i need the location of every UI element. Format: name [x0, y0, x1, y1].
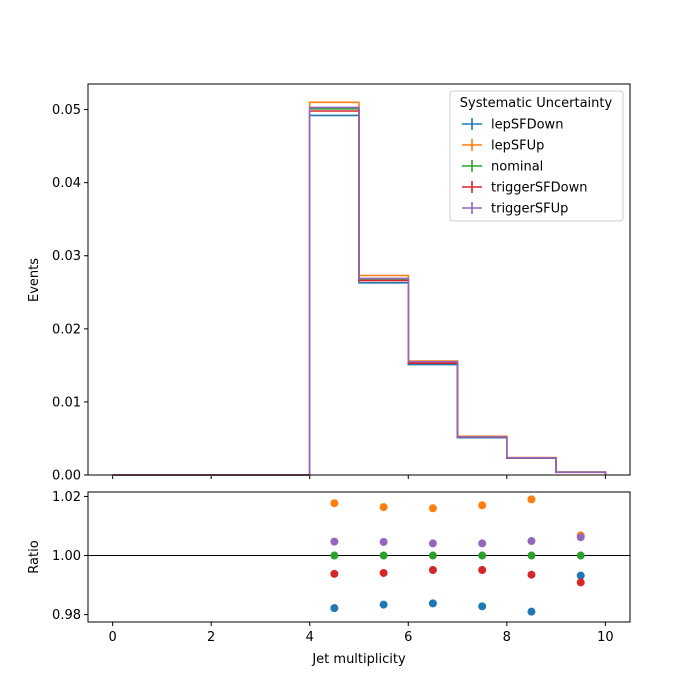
bottom-y-tick-label: 1.00 — [52, 549, 81, 564]
x-axis-label: Jet multiplicity — [311, 652, 406, 667]
ratio-point-lepSFDown — [330, 604, 339, 613]
ratio-point-nominal — [576, 551, 585, 560]
ratio-points — [330, 495, 585, 616]
ratio-point-triggerSFUp — [379, 537, 388, 546]
top-y-tick-label: 0.01 — [52, 395, 81, 410]
ratio-point-nominal — [428, 551, 437, 560]
bottom-x-tick-label: 8 — [503, 630, 511, 645]
ratio-point-triggerSFUp — [527, 537, 536, 546]
legend-title: Systematic Uncertainty — [460, 96, 613, 111]
top-y-tick-label: 0.02 — [52, 322, 81, 337]
legend-label-lepSFUp: lepSFUp — [491, 139, 544, 154]
top-y-tick-label: 0.05 — [52, 103, 81, 118]
ratio-point-lepSFDown — [428, 599, 437, 608]
legend-entries: lepSFDown lepSFUp nominal triggerSFDown trig… — [462, 118, 587, 217]
top-y-tick-label: 0.00 — [52, 469, 81, 484]
bottom-x-tick-label: 2 — [207, 630, 215, 645]
bottom-y-tick-label: 0.98 — [52, 608, 81, 623]
top-ticks: 0.00 0.01 0.02 0.03 0.04 0.05 — [52, 103, 606, 484]
ratio-point-lepSFUp — [527, 495, 536, 504]
top-panel: 0.00 0.01 0.02 0.03 0.04 0.05 Events Systemat… — [27, 83, 631, 484]
top-y-tick-label: 0.03 — [52, 249, 81, 264]
ratio-point-lepSFDown — [576, 571, 585, 580]
legend: Systematic Uncertainty lepSFDown lepSFUp n… — [449, 90, 624, 222]
ratio-point-lepSFUp — [379, 503, 388, 512]
bottom-y-axis-label: Ratio — [27, 540, 42, 573]
legend-box — [449, 90, 624, 222]
ratio-point-lepSFUp — [428, 504, 437, 513]
legend-label-lepSFDown: lepSFDown — [491, 118, 563, 133]
ratio-point-triggerSFUp — [576, 533, 585, 542]
top-axes-frame — [87, 83, 631, 476]
ratio-point-lepSFDown — [379, 600, 388, 609]
ratio-point-triggerSFDown — [330, 569, 339, 578]
ratio-point-triggerSFDown — [478, 566, 487, 574]
ratio-point-triggerSFDown — [379, 568, 388, 577]
ratio-point-triggerSFDown — [428, 566, 437, 574]
ratio-point-triggerSFUp — [330, 537, 339, 546]
legend-label-nominal: nominal — [491, 160, 543, 175]
ratio-point-triggerSFUp — [428, 539, 437, 548]
ratio-point-nominal — [379, 551, 388, 560]
ratio-point-triggerSFUp — [478, 539, 487, 548]
bottom-panel: 0.98 1.00 1.02 0 2 4 6 8 10 Ratio Jet multiplici… — [27, 490, 631, 667]
bottom-x-tick-label: 0 — [108, 630, 116, 645]
ratio-point-lepSFDown — [527, 607, 536, 616]
bottom-y-tick-label: 1.02 — [52, 490, 81, 505]
ratio-point-nominal — [527, 551, 536, 560]
ratio-point-lepSFUp — [478, 501, 487, 510]
ratio-point-lepSFUp — [330, 499, 339, 508]
ratio-point-lepSFDown — [478, 602, 487, 611]
ratio-point-triggerSFDown — [576, 578, 585, 587]
bottom-x-tick-label: 10 — [597, 630, 614, 645]
ratio-point-triggerSFDown — [527, 570, 536, 579]
top-y-axis-label: Events — [27, 258, 42, 302]
legend-label-triggerSFDown: triggerSFDown — [491, 181, 587, 196]
bottom-x-tick-label: 4 — [306, 630, 314, 645]
bottom-x-tick-label: 6 — [404, 630, 412, 645]
ratio-point-nominal — [330, 551, 339, 560]
ratio-point-nominal — [478, 551, 487, 560]
bottom-axes-frame — [87, 491, 631, 623]
bottom-ticks: 0.98 1.00 1.02 0 2 4 6 8 10 — [52, 490, 614, 645]
top-y-tick-label: 0.04 — [52, 176, 81, 191]
legend-label-triggerSFUp: triggerSFUp — [491, 202, 568, 217]
